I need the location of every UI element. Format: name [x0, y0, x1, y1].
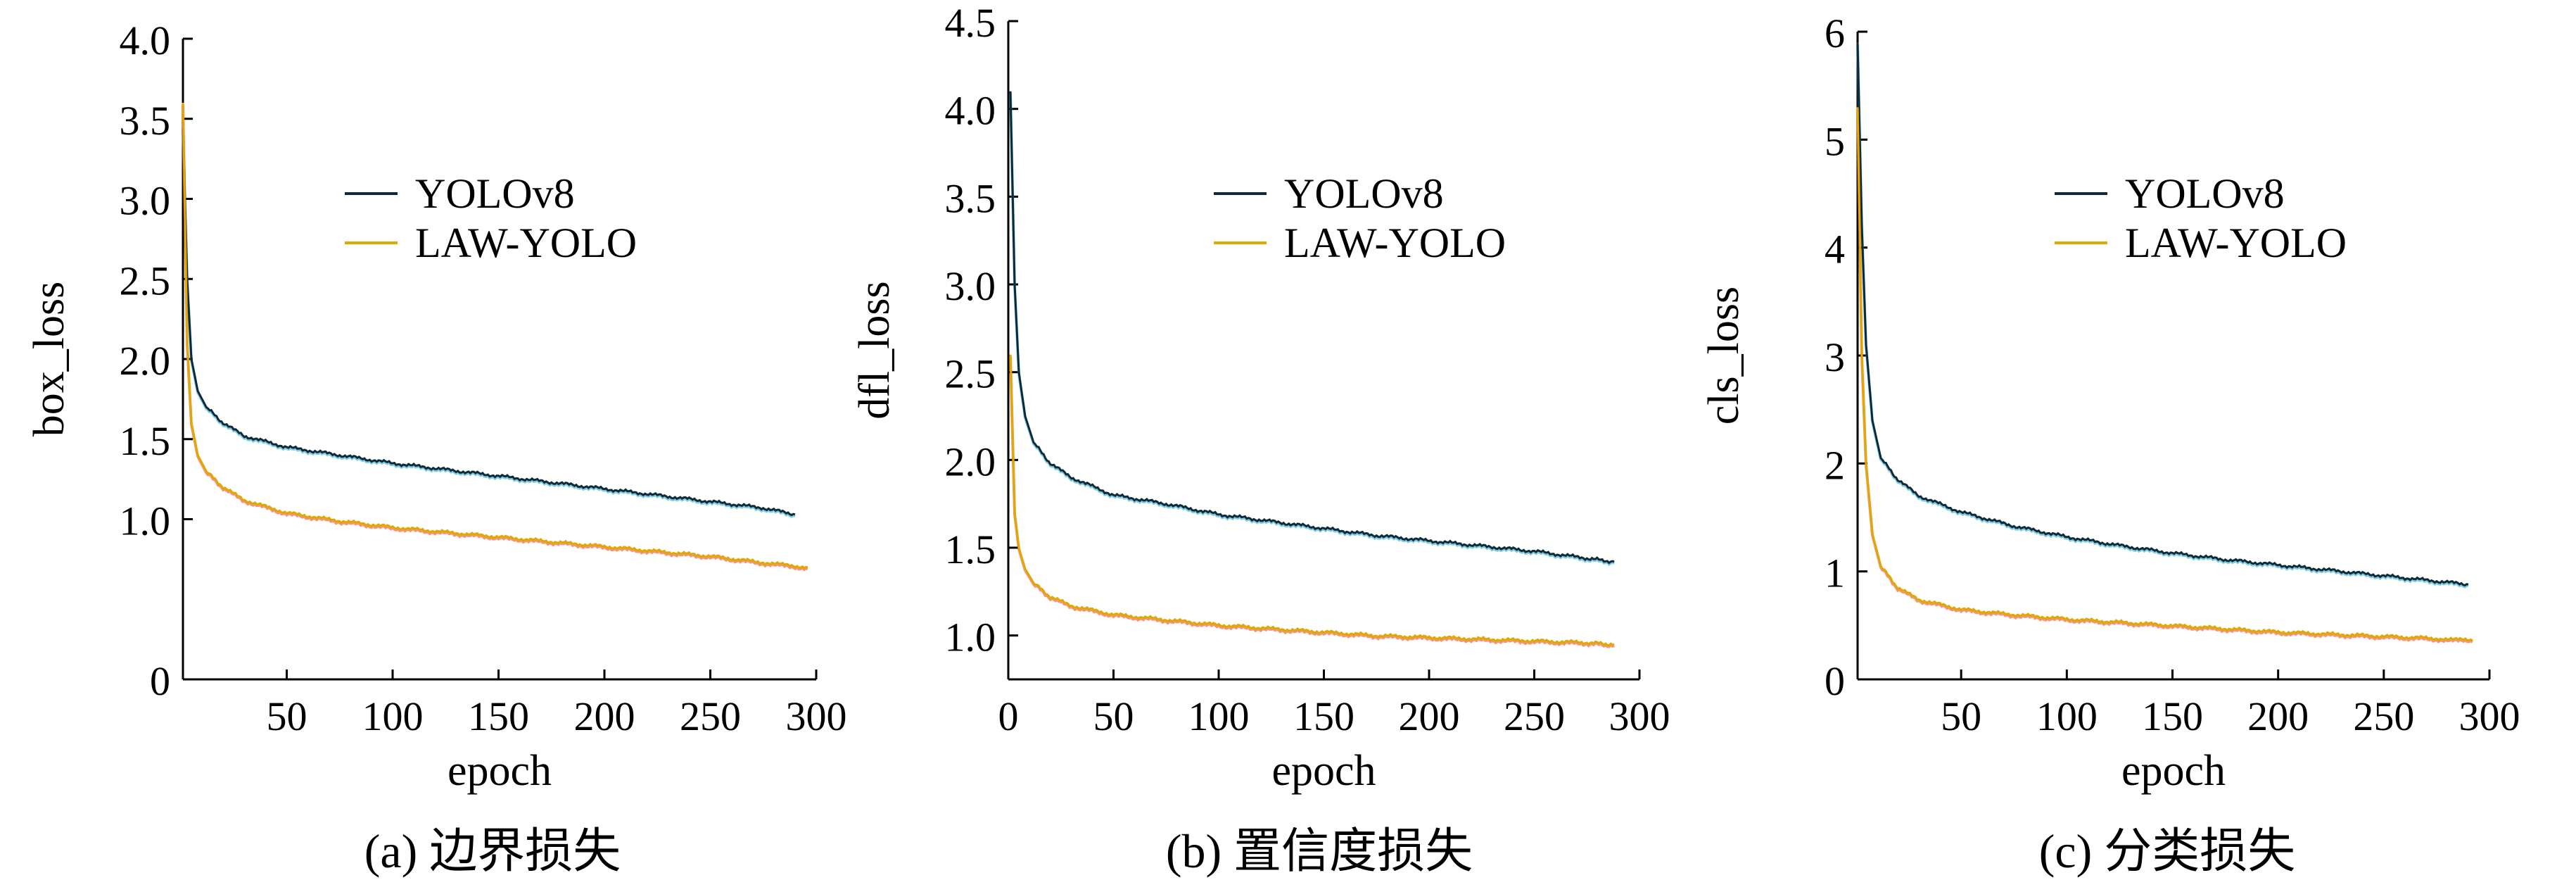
series-b-1-accent [1009, 356, 1615, 648]
y-tick-label: 3.5 [120, 98, 171, 144]
series-b-0-accent [1009, 92, 1615, 567]
y-tick-label: 1.0 [945, 615, 996, 660]
y-tick-label: 1.5 [120, 418, 171, 464]
x-tick-label: 250 [2353, 693, 2414, 739]
y-tick-label: 0 [1825, 658, 1845, 704]
x-tick-label: 250 [680, 693, 741, 739]
legend-label: LAW-YOLO [415, 220, 637, 266]
x-tick-label: 50 [1093, 693, 1134, 739]
series-line-yolov8 [1856, 42, 2469, 587]
y-tick-label: 3.0 [120, 178, 171, 224]
x-tick-label: 50 [266, 693, 307, 739]
x-tick-label: 150 [468, 693, 529, 739]
series-line-yolov8 [1009, 91, 1615, 565]
y-tick-label: 2.0 [120, 338, 171, 384]
legend-label: LAW-YOLO [1284, 220, 1506, 266]
series-a-1-accent [182, 103, 808, 572]
legend-label: LAW-YOLO [2125, 220, 2347, 266]
x-axis-label: epoch [2121, 747, 2226, 795]
x-tick-label: 100 [362, 693, 423, 739]
x-tick-label: 300 [1609, 693, 1670, 739]
y-tick-label: 4.0 [120, 18, 171, 63]
legend-label: YOLOv8 [1284, 170, 1444, 217]
y-tick-label: 4.5 [945, 0, 996, 46]
x-tick-label: 150 [2142, 693, 2203, 739]
series-line-law-yolo [1009, 354, 1615, 647]
y-tick-label: 0 [150, 658, 170, 704]
y-tick-label: 5 [1825, 118, 1845, 164]
y-tick-label: 4.0 [945, 88, 996, 134]
y-axis-label: dfl_loss [851, 281, 899, 419]
x-tick-label: 200 [2247, 693, 2309, 739]
y-tick-label: 1.0 [120, 498, 171, 544]
x-tick-label: 50 [1941, 693, 1981, 739]
x-axis-label: epoch [1271, 747, 1376, 795]
x-tick-label: 250 [1504, 693, 1565, 739]
y-axis-label: cls_loss [1700, 287, 1748, 425]
y-tick-label: 2.5 [120, 258, 171, 303]
x-axis-label: epoch [448, 747, 552, 795]
x-tick-label: 100 [2036, 693, 2098, 739]
x-tick-label: 200 [573, 693, 635, 739]
panel-c: (c) 分类损失 0 1 2 3 4 5 6 50 100 150 200 250 300 epoch cl… [1700, 11, 2520, 878]
y-tick-label: 3 [1825, 334, 1845, 380]
y-tick-label: 3.0 [945, 263, 996, 309]
y-tick-label: 2.0 [945, 439, 996, 484]
y-tick-label: 2 [1825, 442, 1845, 488]
x-tick-label: 200 [1399, 693, 1460, 739]
panel-a: (a) 边界损失 0 1.0 1.5 2.0 2.5 3.0 3.5 4.0 50 100 150 2… [25, 18, 847, 878]
series-line-law-yolo [182, 102, 808, 570]
y-tick-label: 6 [1825, 11, 1845, 56]
series-line-law-yolo [1856, 107, 2473, 642]
x-tick-label: 150 [1293, 693, 1354, 739]
series-line-yolov8 [182, 127, 796, 517]
x-tick-label: 300 [2459, 693, 2520, 739]
y-tick-label: 3.5 [945, 175, 996, 221]
y-tick-label: 1.5 [945, 527, 996, 572]
y-tick-label: 4 [1825, 227, 1845, 272]
panel-b: (b) 置信度损失 1.0 1.5 2.0 2.5 3.0 3.5 4.0 4.5 0 50 100… [851, 0, 1670, 878]
series-c-0-accent [1856, 44, 2469, 589]
x-tick-label: 0 [998, 693, 1019, 739]
y-axis-label: box_loss [25, 282, 73, 436]
caption-a: (a) 边界损失 [364, 824, 621, 878]
legend-label: YOLOv8 [2125, 170, 2285, 217]
x-tick-label: 300 [786, 693, 847, 739]
caption-c: (c) 分类损失 [2039, 824, 2295, 878]
y-tick-label: 1 [1825, 551, 1845, 596]
y-tick-label: 2.5 [945, 351, 996, 397]
x-tick-label: 100 [1188, 693, 1250, 739]
caption-b: (b) 置信度损失 [1166, 824, 1473, 878]
legend-label: YOLOv8 [415, 170, 575, 217]
